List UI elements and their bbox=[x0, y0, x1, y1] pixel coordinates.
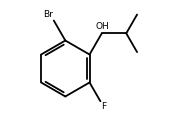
Text: OH: OH bbox=[96, 22, 109, 31]
Text: Br: Br bbox=[43, 10, 53, 19]
Text: F: F bbox=[101, 102, 106, 111]
